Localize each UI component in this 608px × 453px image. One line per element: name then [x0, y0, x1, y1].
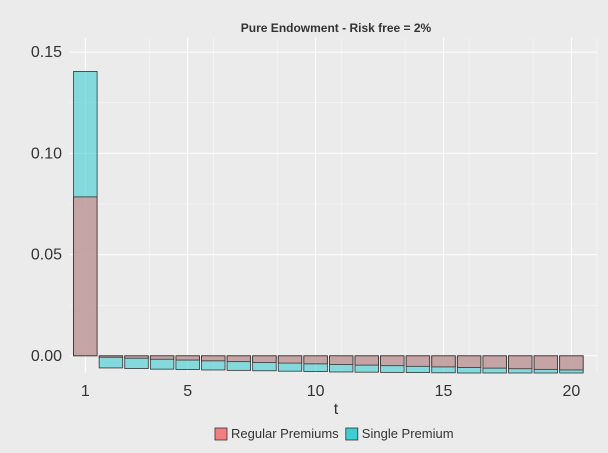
- y-tick-label: 0.05: [31, 247, 62, 264]
- legend-swatch: [345, 427, 359, 441]
- bar-regular-premiums: [175, 355, 200, 361]
- bar-regular-premiums: [201, 355, 226, 362]
- bar-single-premium: [98, 355, 124, 369]
- legend-label: Regular Premiums: [231, 426, 339, 441]
- legend-label: Single Premium: [362, 426, 454, 441]
- x-axis-title: t: [334, 401, 339, 418]
- bar-regular-premiums: [405, 355, 431, 367]
- y-tick-label: 0.10: [31, 145, 62, 162]
- y-tick-label: 0.00: [31, 348, 62, 365]
- bar-regular-premiums: [226, 355, 252, 363]
- bar-regular-premiums: [124, 355, 149, 359]
- chart-title: Pure Endowment - Risk free = 2%: [241, 21, 432, 35]
- bar-regular-premiums: [533, 355, 559, 370]
- y-tick-label: 0.15: [31, 44, 62, 61]
- bar-regular-premiums: [252, 355, 277, 363]
- bar-regular-premiums: [329, 355, 354, 365]
- bar-regular-premiums: [98, 355, 124, 358]
- x-tick-label: 5: [183, 383, 192, 400]
- bar-regular-premiums: [559, 355, 584, 371]
- x-tick-label: 20: [563, 383, 581, 400]
- x-tick-label: 10: [307, 383, 325, 400]
- bar-regular-premiums: [431, 355, 456, 368]
- bar-regular-premiums: [508, 355, 533, 370]
- x-axis-ticks: 1 5 10 15 20: [81, 383, 581, 400]
- plot-panel: [70, 38, 597, 373]
- bar-regular-premiums: [277, 355, 303, 364]
- legend: Regular Premiums Single Premium: [214, 426, 454, 441]
- bars-group: [73, 70, 584, 374]
- x-tick-label: 15: [435, 383, 453, 400]
- bar-regular-premiums: [303, 355, 328, 365]
- bar-regular-premiums: [354, 355, 379, 366]
- bar-regular-premiums: [73, 196, 98, 357]
- bar-regular-premiums: [456, 355, 482, 368]
- y-axis-ticks: 0.00 0.05 0.10 0.15: [31, 44, 62, 365]
- bar-regular-premiums: [380, 355, 405, 367]
- bar-regular-premiums: [482, 355, 507, 369]
- x-tick-label: 1: [81, 383, 90, 400]
- legend-swatch: [214, 427, 228, 441]
- bar-regular-premiums: [149, 355, 175, 360]
